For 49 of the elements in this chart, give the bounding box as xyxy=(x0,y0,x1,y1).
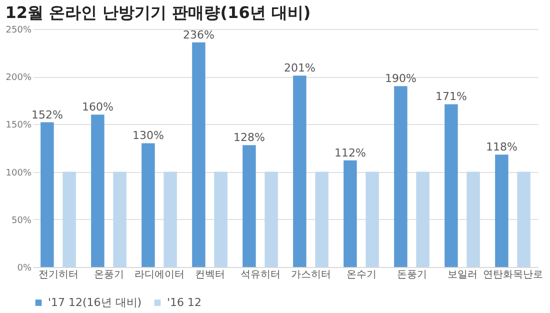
bar xyxy=(40,122,54,267)
y-tick-label: 150% xyxy=(6,120,32,131)
data-label: 171% xyxy=(435,90,467,104)
bar xyxy=(344,160,357,267)
data-label: 201% xyxy=(284,62,316,75)
data-label: 130% xyxy=(132,129,164,142)
bar xyxy=(315,172,328,267)
y-tick-label: 200% xyxy=(6,73,32,84)
bar xyxy=(91,114,104,267)
bar xyxy=(366,172,379,267)
bar xyxy=(394,86,408,267)
y-tick-label: 100% xyxy=(6,168,32,178)
bar xyxy=(416,172,430,267)
data-label: 236% xyxy=(182,28,214,42)
x-tick-label: 전기히터 xyxy=(38,270,78,280)
x-tick-label: 온풍기 xyxy=(94,270,124,280)
legend-label: '16 12 xyxy=(167,296,202,309)
chart-title: 12월 온라인 난방기기 판매량(16년 대비) xyxy=(5,3,311,22)
bar xyxy=(192,42,206,267)
bar xyxy=(164,172,177,267)
bar xyxy=(495,154,508,267)
y-tick-label: 0% xyxy=(17,264,32,274)
x-tick-label: 컨벡터 xyxy=(194,270,225,280)
bar xyxy=(62,172,76,267)
data-label: 160% xyxy=(82,100,114,114)
bar xyxy=(517,172,530,267)
x-tick-label: 석유히터 xyxy=(240,270,280,280)
data-label: 152% xyxy=(31,108,63,122)
data-label: 112% xyxy=(334,146,366,160)
y-tick-label: 50% xyxy=(11,216,32,226)
bar xyxy=(142,143,155,267)
bar xyxy=(264,172,278,267)
bar xyxy=(444,104,458,267)
x-tick-label: 라디에이터 xyxy=(134,270,184,280)
bar xyxy=(242,145,256,267)
y-tick-label: 250% xyxy=(6,26,32,36)
data-label: 128% xyxy=(233,131,265,144)
data-label: 118% xyxy=(486,140,518,154)
bar xyxy=(293,76,306,267)
x-tick-label: 가스히터 xyxy=(290,270,331,280)
data-label: 190% xyxy=(384,72,416,86)
x-tick-label: 연탄화목난로 xyxy=(482,270,543,280)
legend-label: '17 12(16년 대비) xyxy=(48,296,142,309)
x-tick-label: 보일러 xyxy=(447,270,478,280)
bar xyxy=(113,172,126,267)
x-tick-label: 돈풍기 xyxy=(396,270,427,280)
x-tick-label: 온수기 xyxy=(346,270,376,280)
bar xyxy=(466,172,480,267)
bar xyxy=(214,172,228,267)
